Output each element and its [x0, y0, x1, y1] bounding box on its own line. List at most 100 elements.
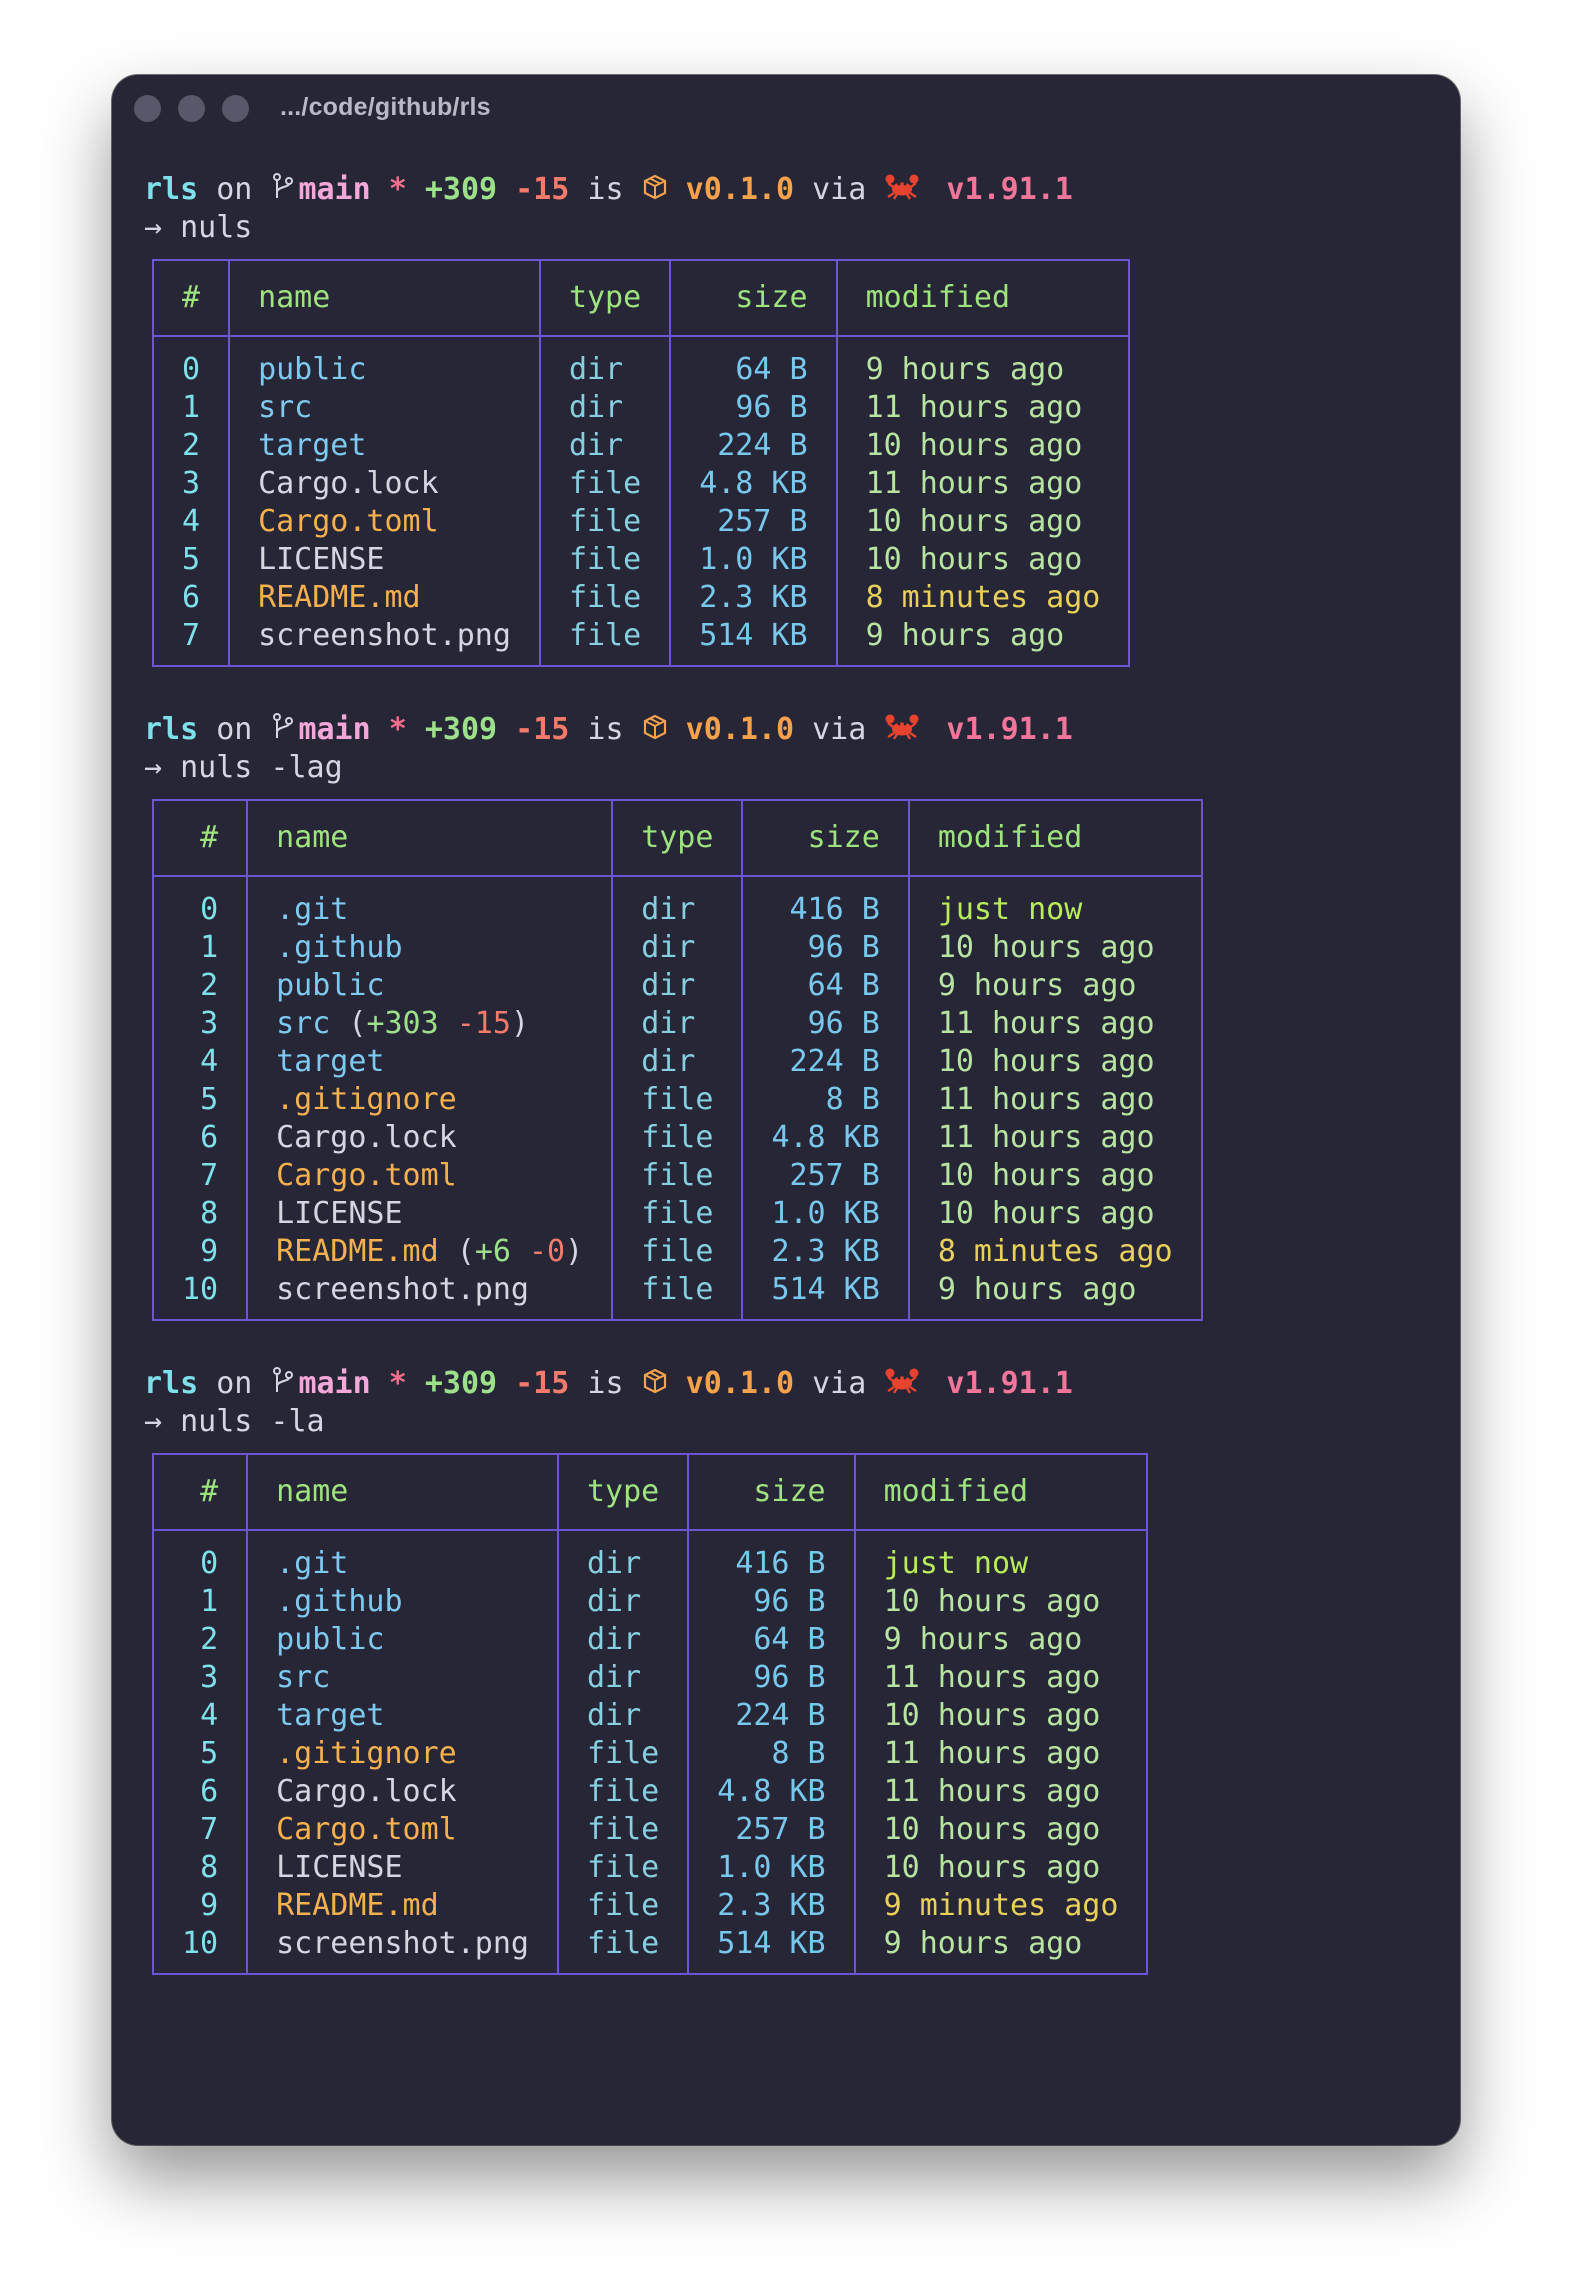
row-modified: 10 hours ago [835, 427, 1131, 465]
terminal-window: .../code/github/rls rls on main * +309 -… [112, 75, 1460, 2145]
row-name: public [228, 336, 541, 389]
row-type: file [538, 617, 672, 667]
table-row: 0 .git dir 416 B just now [151, 876, 1203, 929]
prompt-line: rls on main * +309 -15 is v0.1.0 via v1.… [144, 1365, 1440, 1403]
row-index: 0 [151, 336, 231, 389]
file-name: src [276, 1660, 331, 1695]
modified-text: 10 hours ago [865, 542, 1083, 577]
table-row: 2 public dir 64 B 9 hours ago [151, 967, 1203, 1005]
row-modified: 10 hours ago [853, 1583, 1149, 1621]
row-modified: 11 hours ago [907, 1119, 1203, 1157]
row-size: 257 B [669, 503, 838, 541]
git-added: +309 [424, 1366, 498, 1401]
row-type: file [611, 1119, 744, 1157]
modified-text: 11 hours ago [883, 1774, 1101, 1809]
file-name: .gitignore [276, 1082, 457, 1117]
minimize-button[interactable] [178, 95, 205, 122]
modified-text: 8 minutes ago [865, 580, 1101, 615]
file-name: src [276, 1006, 331, 1041]
table-row: 5 .gitignore file 8 B 11 hours ago [151, 1735, 1149, 1773]
row-index: 10 [151, 1271, 249, 1321]
file-name: screenshot.png [276, 1926, 529, 1961]
header-index: # [151, 1453, 249, 1531]
row-type: file [538, 465, 672, 503]
row-index: 7 [151, 1157, 249, 1195]
row-index: 4 [151, 503, 231, 541]
row-index: 2 [151, 967, 249, 1005]
table-row: 3 Cargo.lock file 4.8 KB 11 hours ago [151, 465, 1131, 503]
row-name: screenshot.png [246, 1271, 614, 1321]
row-index: 5 [151, 1735, 249, 1773]
row-type: file [556, 1925, 690, 1975]
header-name: name [246, 1453, 559, 1531]
file-name: public [276, 1622, 385, 1657]
row-type: file [538, 503, 672, 541]
row-index: 3 [151, 1005, 249, 1043]
terminal-content[interactable]: rls on main * +309 -15 is v0.1.0 via v1.… [144, 171, 1440, 1975]
git-branch-icon [272, 1366, 294, 1404]
row-size: 4.8 KB [741, 1119, 910, 1157]
git-branch: main [298, 172, 371, 207]
row-name: .git [246, 876, 614, 929]
rust-crab-icon [884, 712, 920, 750]
row-type: dir [556, 1530, 690, 1583]
row-type: dir [611, 1005, 744, 1043]
command-block: rls on main * +309 -15 is v0.1.0 via v1.… [144, 711, 1440, 1321]
row-modified: 9 hours ago [835, 336, 1131, 389]
modified-text: 9 hours ago [865, 618, 1065, 653]
row-type: dir [556, 1697, 690, 1735]
diff-added: +6 [474, 1234, 511, 1269]
file-name: Cargo.lock [276, 1774, 457, 1809]
row-index: 2 [151, 1621, 249, 1659]
row-name: Cargo.lock [246, 1773, 559, 1811]
command-line: → nuls -lag [144, 749, 1440, 787]
modified-text: 11 hours ago [865, 466, 1083, 501]
prompt-dir: rls [144, 1366, 199, 1401]
modified-text: 10 hours ago [883, 1698, 1101, 1733]
file-name: screenshot.png [276, 1272, 529, 1307]
file-name: .github [276, 1584, 403, 1619]
row-name: LICENSE [228, 541, 541, 579]
row-name: target [246, 1697, 559, 1735]
row-size: 1.0 KB [669, 541, 838, 579]
row-index: 6 [151, 579, 231, 617]
row-index: 1 [151, 1583, 249, 1621]
row-type: file [611, 1195, 744, 1233]
close-button[interactable] [134, 95, 161, 122]
git-dirty-marker: * [370, 1366, 425, 1401]
row-modified: 11 hours ago [835, 389, 1131, 427]
row-name: public [246, 967, 614, 1005]
row-size: 224 B [687, 1697, 856, 1735]
table-row: 3 src dir 96 B 11 hours ago [151, 1659, 1149, 1697]
file-name: Cargo.lock [276, 1120, 457, 1155]
row-size: 4.8 KB [687, 1773, 856, 1811]
row-size: 224 B [669, 427, 838, 465]
header-type: type [556, 1453, 690, 1531]
row-modified: 10 hours ago [853, 1697, 1149, 1735]
row-type: file [556, 1811, 690, 1849]
modified-text: 10 hours ago [937, 1158, 1155, 1193]
row-index: 0 [151, 876, 249, 929]
header-name: name [246, 799, 614, 877]
row-name: Cargo.lock [246, 1119, 614, 1157]
row-name: Cargo.lock [228, 465, 541, 503]
git-added: +309 [424, 712, 498, 747]
row-type: dir [556, 1583, 690, 1621]
row-type: file [611, 1271, 744, 1321]
diff-removed: -0 [510, 1234, 566, 1269]
modified-text: 10 hours ago [937, 1044, 1155, 1079]
row-type: dir [556, 1621, 690, 1659]
row-size: 1.0 KB [687, 1849, 856, 1887]
row-modified: 8 minutes ago [835, 579, 1131, 617]
table-row: 3 src (+303 -15) dir 96 B 11 hours ago [151, 1005, 1203, 1043]
row-index: 4 [151, 1697, 249, 1735]
row-modified: 10 hours ago [835, 503, 1131, 541]
git-added: +309 [424, 172, 498, 207]
row-index: 3 [151, 1659, 249, 1697]
row-index: 9 [151, 1887, 249, 1925]
zoom-button[interactable] [222, 95, 249, 122]
row-index: 1 [151, 929, 249, 967]
row-name: LICENSE [246, 1195, 614, 1233]
modified-text: 9 hours ago [937, 1272, 1137, 1307]
